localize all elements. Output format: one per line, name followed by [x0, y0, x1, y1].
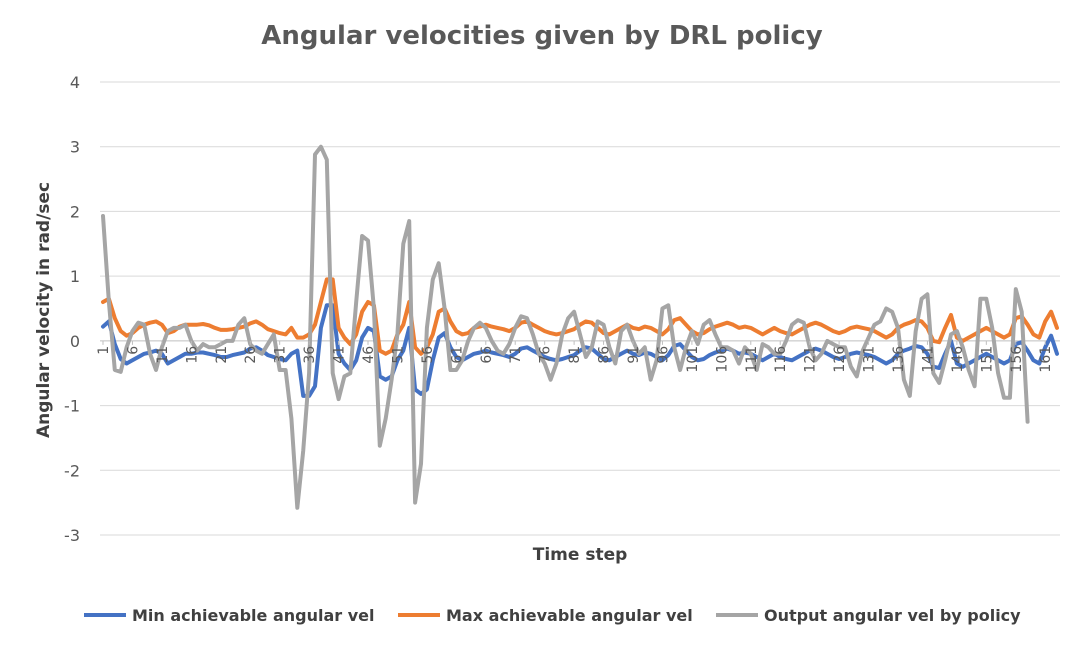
- gridlines: [100, 81, 1060, 536]
- x-axis-label: Time step: [533, 545, 628, 565]
- y-tick-label: 1: [70, 267, 80, 286]
- x-tick-label: 151: [979, 346, 995, 373]
- x-tick-label: 56: [420, 346, 436, 364]
- x-tick-label: 11: [155, 346, 171, 364]
- x-tick-label: 156: [1009, 346, 1025, 373]
- x-tick-label: 76: [538, 346, 554, 364]
- y-tick-label: 0: [70, 332, 80, 351]
- x-axis-ticks: 1 6 11 16 21 26 31 36 41 46 51 56 61 66 71 76 81 86 91 96 10…: [96, 340, 1054, 373]
- x-tick-label: 36: [302, 346, 318, 364]
- x-tick-label: 41: [332, 346, 348, 364]
- x-tick-label: 91: [626, 346, 642, 364]
- legend-label-3: Output angular vel by policy: [764, 606, 1021, 625]
- y-tick-label: -2: [64, 461, 80, 480]
- series-line-3: [101, 144, 1030, 510]
- y-tick-label: 2: [70, 202, 80, 221]
- legend-label-2: Max achievable angular vel: [446, 606, 693, 625]
- legend-label-1: Min achievable angular vel: [132, 606, 375, 625]
- y-axis-ticks: -3 -2 -1 0 1 2 3 4: [64, 73, 80, 545]
- x-tick-label: 101: [685, 346, 701, 373]
- x-tick-label: 96: [655, 346, 671, 364]
- x-tick-label: 131: [862, 346, 878, 373]
- x-tick-label: 6: [125, 346, 141, 355]
- chart-title: Angular velocities given by DRL policy: [261, 21, 822, 51]
- x-tick-label: 21: [214, 346, 230, 364]
- x-tick-label: 31: [273, 346, 289, 364]
- x-tick-label: 46: [361, 346, 377, 364]
- x-tick-label: 141: [920, 346, 936, 373]
- x-tick-label: 146: [950, 346, 966, 373]
- x-tick-label: 51: [390, 346, 406, 364]
- x-tick-label: 61: [449, 346, 465, 364]
- series-lines: [101, 144, 1059, 510]
- y-tick-label: 3: [70, 138, 80, 157]
- x-tick-label: 81: [567, 346, 583, 364]
- x-tick-label: 111: [744, 346, 760, 373]
- y-tick-label: 4: [70, 73, 80, 92]
- x-tick-label: 116: [773, 346, 789, 373]
- x-tick-label: 136: [891, 346, 907, 373]
- x-tick-label: 106: [714, 346, 730, 373]
- x-tick-label: 86: [597, 346, 613, 364]
- x-tick-label: 16: [184, 346, 200, 364]
- x-tick-label: 126: [832, 346, 848, 373]
- legend: Min achievable angular vel Max achievable…: [84, 606, 1021, 625]
- y-tick-label: -1: [64, 397, 80, 416]
- x-tick-label: 26: [243, 346, 259, 364]
- x-tick-label: 1: [96, 346, 112, 355]
- x-tick-label: 121: [803, 346, 819, 373]
- x-tick-label: 161: [1038, 346, 1054, 373]
- y-axis-label: Angular velocity in rad/sec: [34, 182, 54, 438]
- x-tick-label: 71: [508, 346, 524, 364]
- y-tick-label: -3: [64, 526, 80, 545]
- x-tick-label: 66: [479, 346, 495, 364]
